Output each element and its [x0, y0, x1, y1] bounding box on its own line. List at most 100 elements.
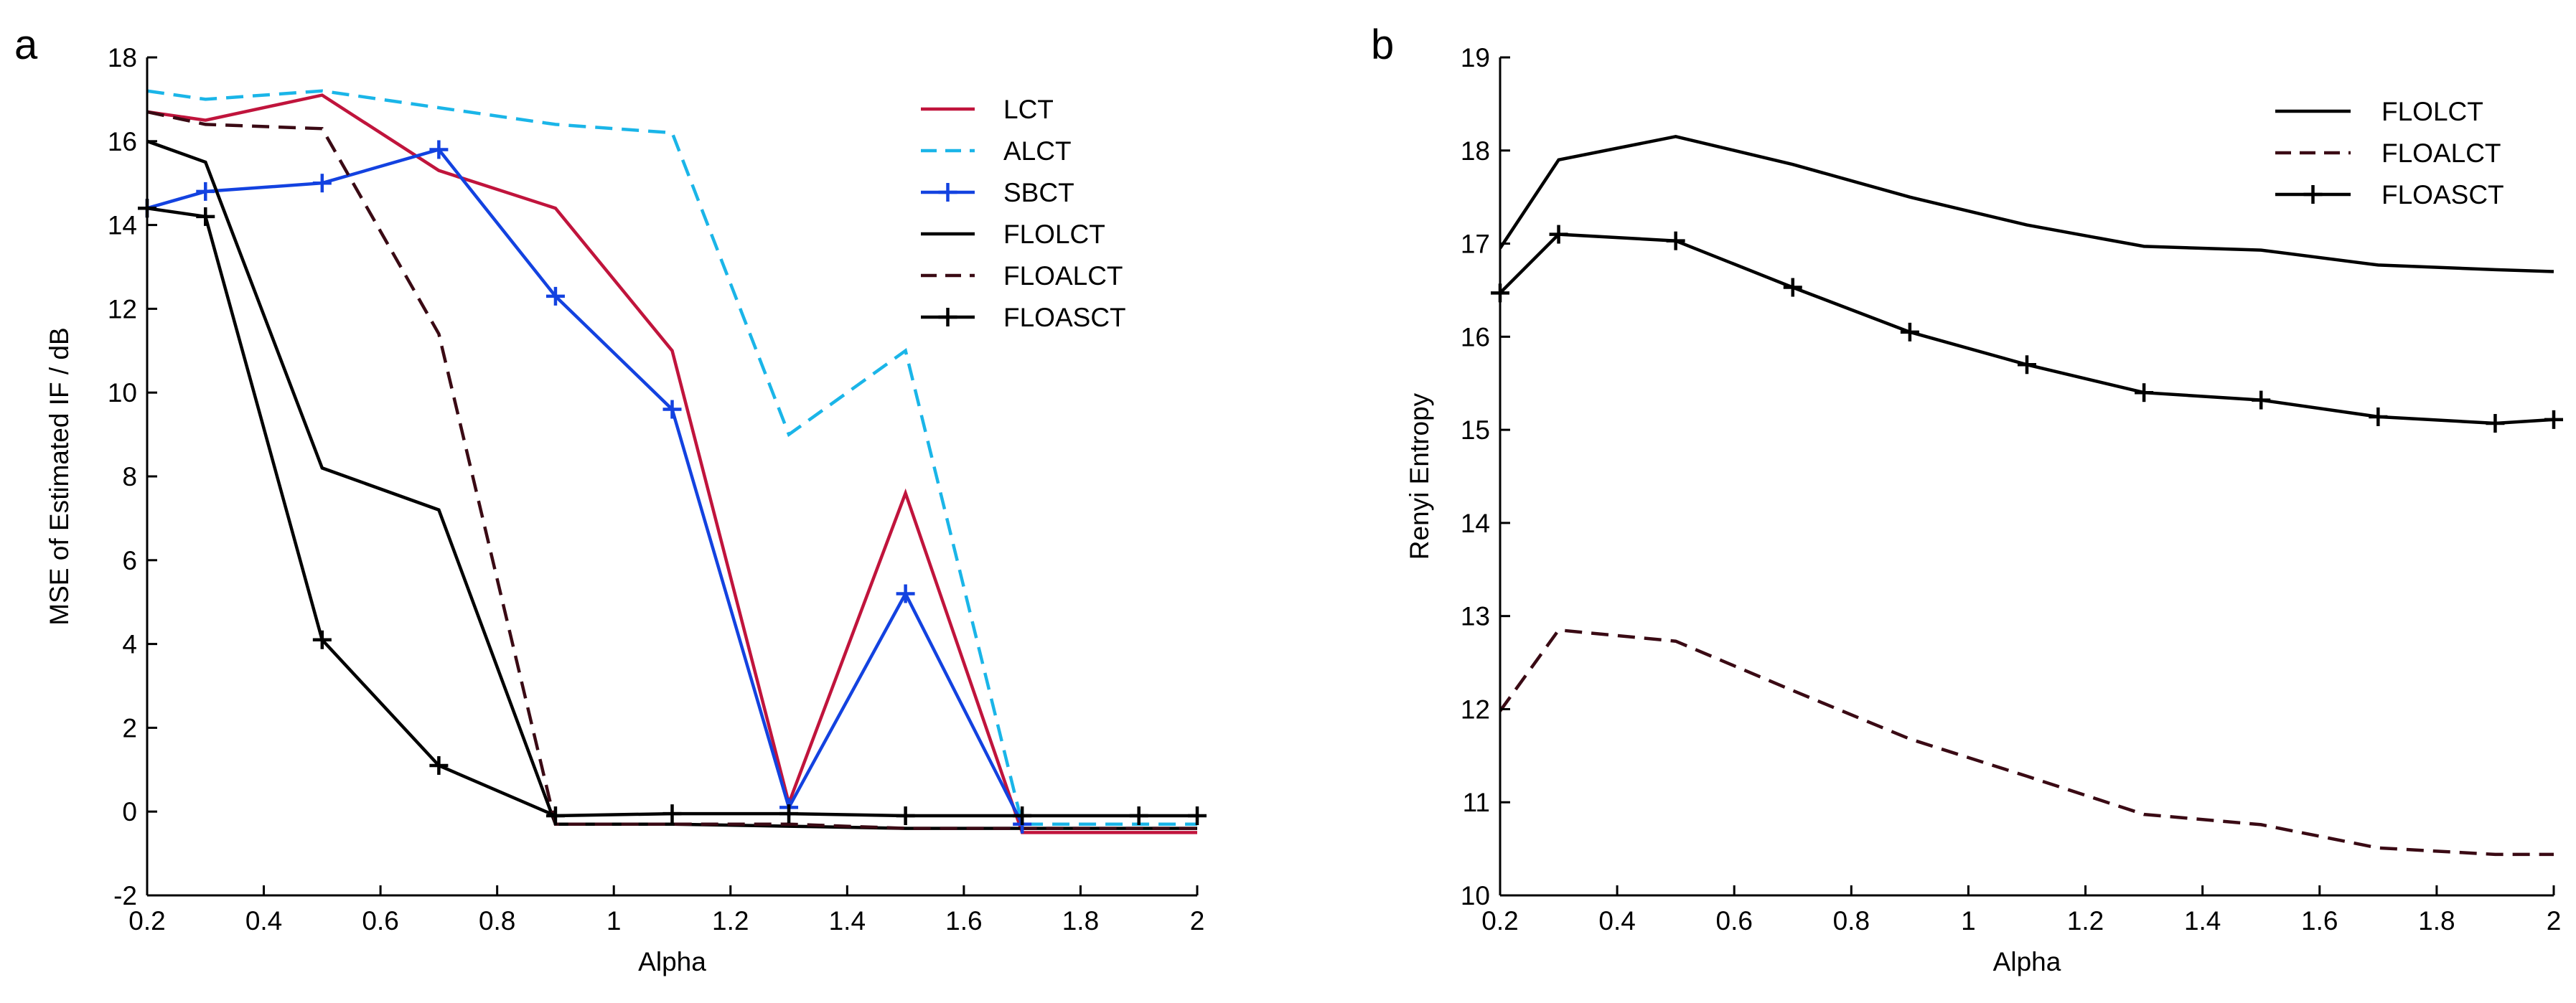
x-tick-label: 1.2: [712, 906, 749, 936]
legend-label: FLOASCT: [1003, 303, 1126, 332]
x-axis-label: Alpha: [638, 947, 706, 976]
data-point-floasct: [1188, 806, 1207, 826]
x-tick-label: 1.6: [945, 906, 982, 936]
data-point-floasct: [1783, 278, 1802, 297]
legend-label: FLOLCT: [1003, 220, 1105, 249]
panel-label: a: [14, 22, 38, 68]
data-point-floasct: [1900, 322, 1919, 342]
x-tick-label: 0.2: [1481, 906, 1518, 936]
data-point-floasct: [896, 806, 915, 826]
x-tick-label: 2: [1190, 906, 1205, 936]
x-tick-label: 0.4: [245, 906, 282, 936]
series-line-floalct: [1500, 628, 2554, 857]
legend-label: SBCT: [1003, 178, 1074, 207]
data-point-floasct: [2018, 355, 2036, 375]
y-tick-label: 14: [1461, 509, 1490, 538]
y-tick-label: 19: [1461, 43, 1490, 72]
y-tick-label: 12: [1461, 694, 1490, 724]
y-tick-label: 12: [108, 294, 137, 324]
series-line-flolct: [1500, 134, 2554, 273]
legend-label: FLOALCT: [1003, 261, 1123, 291]
x-tick-label: 0.6: [1716, 906, 1753, 936]
x-tick-label: 0.4: [1598, 906, 1635, 936]
x-tick-label: 1.4: [2184, 906, 2221, 936]
data-point-floasct: [2544, 410, 2563, 429]
legend: LCT ALCT SBCT FLOLCT FLOALCT FLOASCT: [921, 95, 1126, 332]
y-tick-label: 11: [1463, 788, 1490, 817]
panel-a-mse-chart: a 0.2 0.4 0.6 0.8 1 1.2 1.4 1.6 1.8 2 -2 0 2 4 6 8 10 12 14…: [14, 22, 1207, 976]
legend-item-floasct: FLOASCT: [2275, 180, 2504, 209]
y-tick-label: 10: [108, 378, 137, 408]
y-tick-label: 16: [1461, 322, 1490, 352]
legend-item-flolct: FLOLCT: [921, 220, 1105, 249]
legend-label: FLOASCT: [2381, 180, 2504, 209]
x-tick-label: 0.8: [1833, 906, 1870, 936]
data-point-floasct: [1666, 231, 1685, 250]
x-tick-label: 1.2: [2067, 906, 2104, 936]
data-point-floasct: [1129, 806, 1148, 826]
legend-item-floalct: FLOALCT: [921, 261, 1123, 291]
legend-item-alct: ALCT: [921, 136, 1072, 166]
x-tick-label: 1.4: [829, 906, 866, 936]
y-tick-label: 2: [122, 713, 137, 743]
legend-item-sbct: SBCT: [921, 178, 1074, 207]
data-point-floasct: [312, 630, 332, 649]
legend-item-lct: LCT: [921, 95, 1054, 124]
series-group: [147, 89, 1197, 834]
data-point-floasct: [779, 804, 799, 824]
x-tick-label: 1.8: [2418, 906, 2455, 936]
series-line-lct: [147, 93, 1197, 834]
y-tick-label: 6: [122, 546, 137, 575]
y-tick-label: 16: [108, 127, 137, 156]
data-point-sbct: [662, 400, 682, 419]
x-tick-label: 2: [2547, 906, 2562, 936]
y-tick-label: 14: [108, 211, 137, 240]
x-tick-label: 1.6: [2301, 906, 2338, 936]
data-point-floasct: [2135, 383, 2154, 402]
series-line-alct: [147, 89, 1197, 826]
series-line-flolct: [147, 139, 1197, 830]
data-point-floasct: [196, 207, 215, 226]
legend-label: LCT: [1003, 95, 1054, 124]
data-point-floasct: [545, 806, 565, 826]
legend-marker: [2303, 185, 2323, 204]
panel-b-entropy-chart: b 0.2 0.4 0.6 0.8 1 1.2 1.4 1.6 1.8 2 10 11 12 13 14 15 1…: [1371, 22, 2563, 976]
y-tick-label: 13: [1461, 602, 1490, 631]
data-point-sbct: [312, 174, 332, 193]
y-tick-label: 0: [122, 797, 137, 827]
y-tick-label: 8: [122, 462, 137, 491]
data-point-floasct: [2486, 414, 2505, 433]
data-point-floasct: [1013, 806, 1032, 826]
y-tick-label: 18: [108, 43, 137, 72]
data-point-floasct: [662, 804, 682, 824]
data-point-floasct: [1549, 225, 1568, 244]
y-axis-label: Renyi Entropy: [1405, 392, 1434, 560]
data-point-floasct: [429, 755, 449, 775]
legend-item-flolct: FLOLCT: [2275, 97, 2483, 126]
y-axis-label: MSE of Estimated IF / dB: [45, 327, 74, 625]
x-tick-label: 0.6: [362, 906, 398, 936]
y-tick-label: -2: [113, 881, 137, 910]
data-point-floasct: [2369, 407, 2388, 426]
series-line-floalct: [147, 110, 1197, 830]
y-tick-label: 18: [1461, 136, 1490, 166]
legend-label: FLOLCT: [2381, 97, 2483, 126]
x-tick-label: 1: [606, 906, 622, 936]
data-point-sbct: [545, 286, 565, 306]
y-tick-label: 17: [1461, 230, 1490, 259]
x-tick-label: 1.8: [1062, 906, 1099, 936]
x-tick-label: 1: [1961, 906, 1976, 936]
legend-item-floalct: FLOALCT: [2275, 138, 2501, 168]
data-point-sbct: [196, 182, 215, 201]
x-axis-label: Alpha: [1993, 947, 2061, 976]
y-tick-label: 4: [122, 630, 137, 659]
data-point-sbct: [896, 584, 915, 603]
legend-marker: [938, 183, 957, 202]
legend-item-floasct: FLOASCT: [921, 303, 1126, 332]
legend: FLOLCT FLOALCT FLOASCT: [2275, 97, 2504, 209]
data-point-sbct: [429, 140, 449, 159]
y-tick-label: 10: [1461, 881, 1490, 910]
panel-label: b: [1371, 22, 1394, 68]
